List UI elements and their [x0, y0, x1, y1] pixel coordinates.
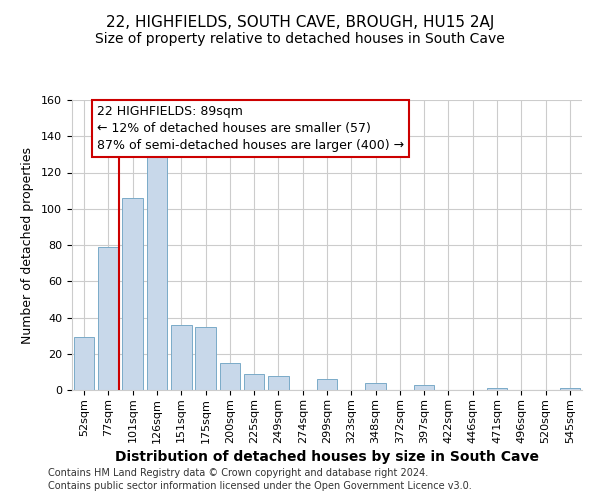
Text: Contains HM Land Registry data © Crown copyright and database right 2024.: Contains HM Land Registry data © Crown c…: [48, 468, 428, 477]
Text: 22, HIGHFIELDS, SOUTH CAVE, BROUGH, HU15 2AJ: 22, HIGHFIELDS, SOUTH CAVE, BROUGH, HU15…: [106, 15, 494, 30]
Y-axis label: Number of detached properties: Number of detached properties: [21, 146, 34, 344]
Bar: [74, 338, 94, 390]
Bar: [195, 326, 216, 390]
Bar: [244, 374, 265, 390]
Bar: [560, 388, 580, 390]
X-axis label: Distribution of detached houses by size in South Cave: Distribution of detached houses by size …: [115, 450, 539, 464]
Bar: [487, 388, 508, 390]
Bar: [365, 383, 386, 390]
Bar: [414, 384, 434, 390]
Bar: [268, 376, 289, 390]
Bar: [171, 325, 191, 390]
Bar: [146, 154, 167, 390]
Text: Contains public sector information licensed under the Open Government Licence v3: Contains public sector information licen…: [48, 481, 472, 491]
Bar: [98, 247, 119, 390]
Bar: [220, 363, 240, 390]
Text: 22 HIGHFIELDS: 89sqm
← 12% of detached houses are smaller (57)
87% of semi-detac: 22 HIGHFIELDS: 89sqm ← 12% of detached h…: [97, 106, 404, 152]
Bar: [122, 198, 143, 390]
Text: Size of property relative to detached houses in South Cave: Size of property relative to detached ho…: [95, 32, 505, 46]
Bar: [317, 379, 337, 390]
